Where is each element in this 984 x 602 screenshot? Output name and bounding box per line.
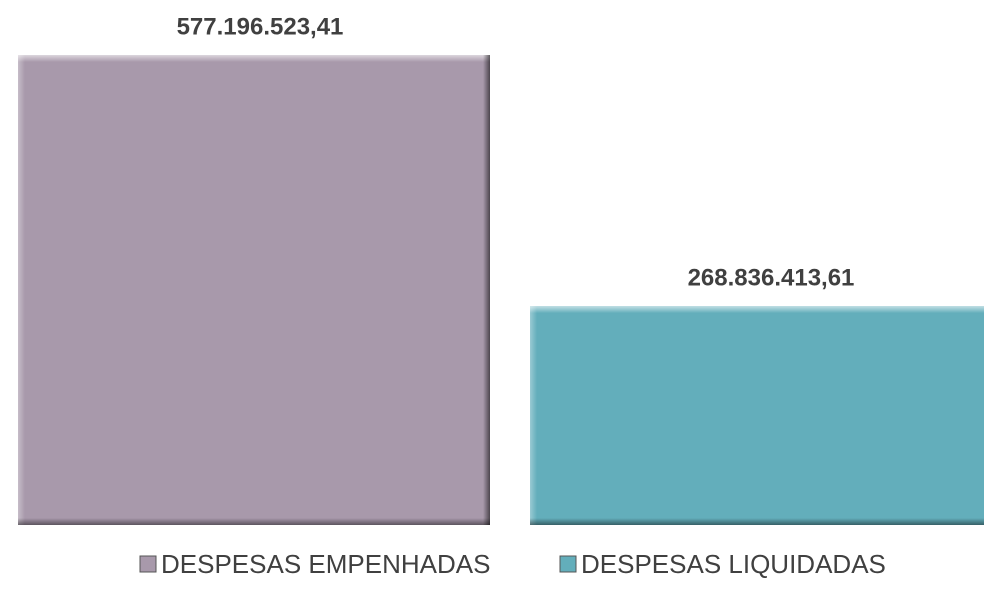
bar-bevel — [18, 55, 25, 525]
bar-bevel — [530, 306, 984, 314]
bar-bevel — [530, 518, 984, 525]
legend-swatch — [559, 555, 577, 573]
legend-label: DESPESAS EMPENHADAS — [161, 549, 490, 579]
bar — [18, 55, 490, 525]
bar-bevel — [18, 55, 490, 62]
bar — [530, 306, 984, 525]
bar-bevel — [18, 518, 490, 525]
legend-label: DESPESAS LIQUIDADAS — [581, 549, 886, 579]
value-label: 577.196.523,41 — [177, 13, 344, 40]
bar-bevel — [483, 55, 490, 525]
legend-swatch — [139, 555, 157, 573]
bar-bevel — [530, 306, 537, 525]
value-label: 268.836.413,61 — [688, 264, 855, 291]
